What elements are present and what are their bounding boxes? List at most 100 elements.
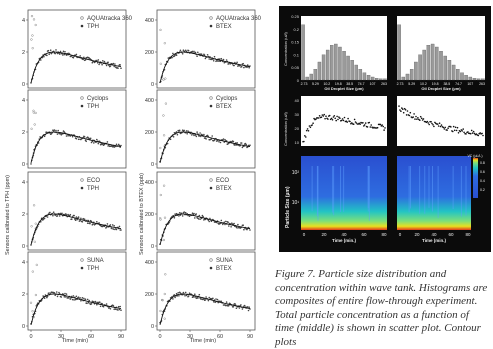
scatter-y-tick-label: 30 xyxy=(295,112,300,117)
data-point xyxy=(177,292,179,294)
data-point xyxy=(437,125,440,127)
data-point xyxy=(188,292,191,295)
data-point xyxy=(163,42,166,45)
y-tick-label: 0 xyxy=(22,324,25,330)
histogram-bar xyxy=(366,75,371,81)
data-point xyxy=(246,66,248,69)
data-point xyxy=(173,294,176,296)
data-point xyxy=(40,221,42,223)
data-point xyxy=(323,113,325,116)
contour-x-axis-label: Time (min.) xyxy=(332,238,356,243)
y-tick-label: 200 xyxy=(145,130,154,136)
data-point xyxy=(243,66,245,69)
calibration-plot: 0 200 400 ECO BTEX xyxy=(145,171,256,251)
data-point xyxy=(209,217,211,220)
y-tick-label: 0 xyxy=(22,82,25,88)
data-point xyxy=(241,146,244,149)
data-point xyxy=(67,135,69,137)
reference-line xyxy=(159,51,251,84)
data-point xyxy=(236,142,238,144)
legend-reference: TPH xyxy=(87,24,99,30)
data-point xyxy=(60,134,63,136)
data-point xyxy=(246,306,249,308)
data-point xyxy=(200,135,202,138)
data-point xyxy=(105,226,108,228)
data-point xyxy=(164,77,167,80)
hist-x-tick-label: 38.5 xyxy=(346,82,353,86)
legend-reference: TPH xyxy=(87,186,99,192)
data-point xyxy=(402,108,404,110)
data-point xyxy=(178,212,181,214)
data-point xyxy=(211,135,213,137)
data-point xyxy=(311,124,313,126)
data-point xyxy=(195,213,198,215)
data-point xyxy=(306,128,309,130)
data-point xyxy=(206,54,209,56)
data-point xyxy=(69,213,72,216)
x-tick-label: 90 xyxy=(247,334,253,340)
histogram-bar xyxy=(350,60,354,81)
contour-y-axis-label: Particle Size (µm) xyxy=(285,186,291,228)
data-point xyxy=(119,305,121,308)
data-point xyxy=(482,134,484,137)
data-point xyxy=(419,119,421,121)
histogram-bar xyxy=(362,72,367,81)
data-point xyxy=(208,220,210,223)
data-point xyxy=(193,296,195,298)
data-point xyxy=(198,214,201,217)
y-tick-label: 2 xyxy=(22,292,25,298)
data-point xyxy=(113,225,115,227)
data-point xyxy=(56,133,59,135)
y-tick-label: 200 xyxy=(145,212,154,218)
data-point xyxy=(220,219,223,222)
data-point xyxy=(200,53,203,55)
data-point xyxy=(108,307,110,309)
calibration-plot: 0 2 4 Cyclops TPH xyxy=(22,89,127,169)
histogram-bar xyxy=(468,76,473,81)
data-point xyxy=(106,141,109,143)
data-point xyxy=(77,216,80,218)
data-point xyxy=(444,126,446,129)
contour-plot: 0 20 40 60 80 Time (min.) xyxy=(397,156,471,243)
data-point xyxy=(79,219,81,222)
plot-frame xyxy=(156,89,256,169)
data-point xyxy=(402,111,405,114)
data-point xyxy=(465,133,467,135)
legend-sensor: SUNA xyxy=(87,258,104,264)
data-point xyxy=(84,298,87,301)
data-point xyxy=(353,118,356,121)
data-point xyxy=(237,65,239,67)
hist-x-tick-label: 19.8 xyxy=(335,82,342,86)
data-point xyxy=(471,132,474,134)
hist-y-tick-label: 0.15 xyxy=(291,40,300,45)
data-point xyxy=(53,292,56,294)
legend-marker xyxy=(80,178,84,182)
data-point xyxy=(232,306,235,308)
data-point xyxy=(228,63,230,65)
data-point xyxy=(164,273,167,276)
data-point xyxy=(317,117,320,119)
histogram-bar xyxy=(358,69,363,81)
reference-line xyxy=(30,51,122,84)
hist-x-tick-label: 2.73 xyxy=(301,82,308,86)
data-point xyxy=(30,14,34,18)
data-point xyxy=(195,297,198,300)
data-point xyxy=(60,296,63,298)
contour-x-tick-label: 20 xyxy=(414,232,420,237)
data-point xyxy=(228,304,230,307)
data-point xyxy=(87,219,90,222)
data-point xyxy=(91,61,94,64)
data-point xyxy=(31,310,34,313)
data-point xyxy=(102,305,105,308)
data-point xyxy=(64,51,66,53)
legend-marker xyxy=(80,186,84,190)
data-point xyxy=(236,61,238,64)
histogram-bar xyxy=(430,43,435,81)
data-point xyxy=(420,117,423,120)
x-tick-label: 90 xyxy=(118,334,124,340)
data-point xyxy=(222,58,225,61)
data-point xyxy=(109,308,112,310)
data-point xyxy=(305,129,308,132)
data-point xyxy=(205,138,207,140)
